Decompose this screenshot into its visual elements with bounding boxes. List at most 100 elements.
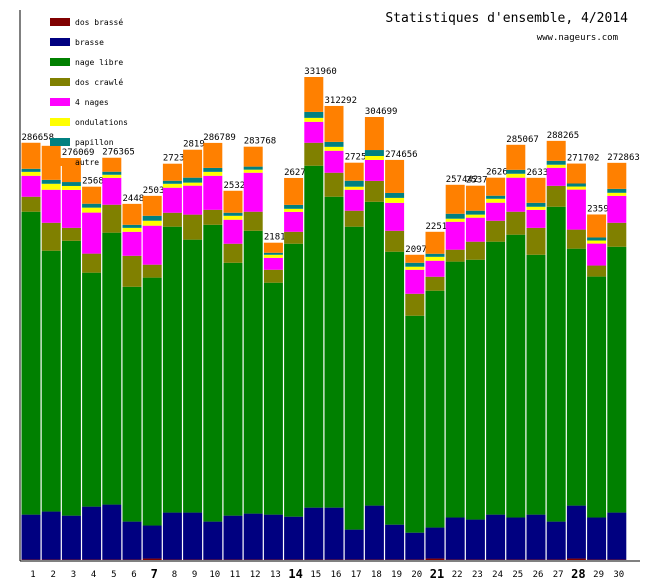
legend-swatch [50,138,70,146]
bar-segment [607,189,626,193]
bar-segment [405,533,424,560]
bar-segment [567,506,586,559]
bar-segment [224,213,243,216]
bar-segment [527,515,546,560]
x-tick-label: 22 [452,570,463,580]
bar-segment [385,193,404,198]
bar-segment [123,228,142,232]
bar-segment [607,247,626,513]
bar-segment [123,232,142,256]
bar-segment [224,216,243,220]
bar-segment [123,256,142,287]
bar-segment [304,508,323,560]
total-label: 2819 [183,140,205,150]
total-label: 2251 [426,222,448,232]
x-tick-label: 17 [351,570,362,580]
bar-segment [506,518,525,560]
bar-segment [42,180,61,184]
total-label: 2723 [163,154,185,164]
bar-segment [264,283,283,515]
x-tick-label: 13 [270,570,281,580]
chart-subtitle: www.nageurs.com [537,33,618,43]
bar-segment [365,156,384,160]
bar-segment [22,212,41,515]
x-tick-label: 7 [151,567,158,580]
bar-segment [486,221,505,242]
total-label: 276365 [102,148,135,158]
bar-segment [385,252,404,525]
bar-segment [183,178,202,183]
bar-segment [284,212,303,232]
bar-segment [385,198,404,203]
legend-label: papillon [75,138,114,147]
x-tick-label: 16 [331,570,342,580]
bar-segment [446,262,465,518]
bar-segment [284,232,303,244]
bar-segment [405,316,424,533]
bar-segment [42,184,61,190]
bar-segment [607,193,626,196]
bar-segment [446,222,465,250]
bar-segment [143,221,162,226]
bar-segment [365,150,384,156]
bar-segment [82,213,101,254]
bar-segment [163,227,182,513]
bar-segment [62,186,81,190]
bar-segment [385,231,404,252]
x-tick-label: 8 [172,570,177,580]
bar-segment [405,270,424,294]
bar-segment [82,187,101,204]
bar-segment [527,255,546,515]
bar-segment [446,219,465,222]
bar-segment [244,514,263,560]
bar-segment [143,216,162,221]
bar-segment [82,273,101,507]
bar-segment [183,240,202,513]
bar-segment [203,225,222,522]
legend-label: ondulations [75,118,128,127]
bar-segment [567,230,586,249]
bar-segment [183,150,202,178]
x-tick-label: 26 [533,570,544,580]
total-label: 331960 [304,67,337,77]
bar-segment [385,160,404,193]
bar-segment [183,183,202,186]
bar-segment [385,525,404,560]
bar-segment [466,520,485,560]
total-label: 286658 [22,133,55,143]
total-label: 286789 [203,133,236,143]
bar-segment [426,559,445,560]
x-tick-label: 3 [71,570,76,580]
legend-swatch [50,158,70,166]
bar-segment [62,228,81,241]
bar-segment [82,507,101,560]
bar-segment [62,182,81,186]
bar-segment [224,244,243,263]
legend-label: 4 nages [75,98,109,107]
bar-segment [365,202,384,506]
bar-segment [405,267,424,270]
bar-segment [163,164,182,181]
x-tick-label: 25 [512,570,523,580]
bar-segment [304,122,323,143]
bar-segment [587,518,606,560]
bar-segment [143,196,162,216]
total-label: 285067 [506,135,539,145]
bar-segment [345,163,364,181]
bar-segment [143,265,162,278]
bar-segment [203,168,222,172]
bar-segment [304,77,323,112]
x-tick-label: 28 [571,567,585,580]
legend-swatch [50,38,70,46]
total-label: 272863 [607,153,640,163]
bar-segment [466,211,485,215]
chart-title: Statistiques d'ensemble, 4/2014 [385,11,628,26]
bar-segment [486,515,505,560]
bar-segment [143,278,162,526]
x-tick-label: 5 [111,570,116,580]
legend-label: brasse [75,38,104,47]
bar-segment [466,260,485,520]
bar-segment [102,175,121,178]
bar-segment [244,167,263,170]
